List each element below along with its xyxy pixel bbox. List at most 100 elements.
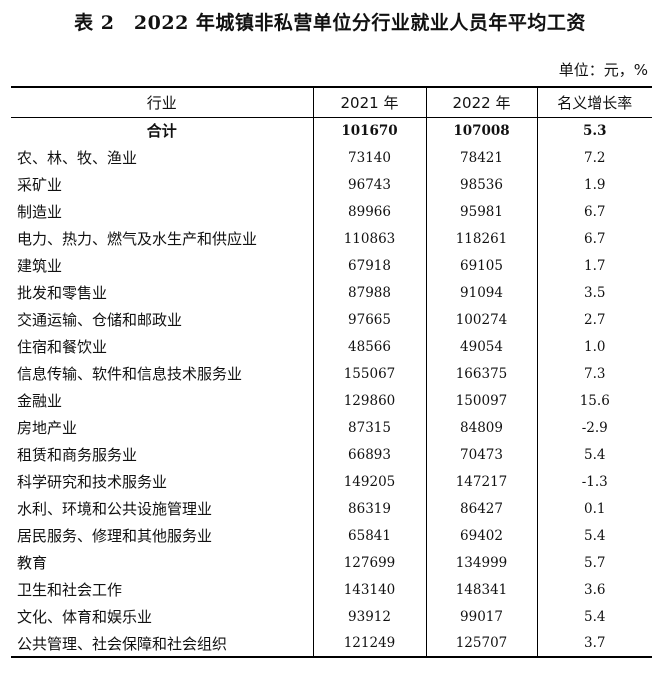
wage-2022-cell: 148341 xyxy=(425,576,537,603)
table-row: 教育 127699 134999 5.7 xyxy=(11,549,652,576)
wage-2022-cell: 70473 xyxy=(425,441,537,468)
wage-2021-cell: 127699 xyxy=(312,549,426,576)
wage-2021-cell: 48566 xyxy=(312,333,426,360)
industry-cell: 租赁和商务服务业 xyxy=(17,446,138,464)
growth-cell: 2.7 xyxy=(536,306,652,333)
table-row: 水利、环境和公共设施管理业 86319 86427 0.1 xyxy=(11,495,652,522)
wage-2022-cell: 69105 xyxy=(425,252,537,279)
growth-cell: 15.6 xyxy=(536,387,652,414)
wage-2021-cell: 155067 xyxy=(312,360,426,387)
industry-cell: 交通运输、仓储和邮政业 xyxy=(17,311,183,329)
table-row: 卫生和社会工作 143140 148341 3.6 xyxy=(11,576,652,603)
table-row: 金融业 129860 150097 15.6 xyxy=(11,387,652,414)
header-growth: 名义增长率 xyxy=(536,86,652,118)
wage-2021-cell: 89966 xyxy=(312,198,426,225)
wage-2021-cell: 101670 xyxy=(312,117,426,144)
total-row: 合计 101670 107008 5.3 xyxy=(11,117,652,144)
growth-cell: 6.7 xyxy=(536,198,652,225)
wage-2022-cell: 100274 xyxy=(425,306,537,333)
growth-cell: 7.2 xyxy=(536,144,652,171)
wage-2022-cell: 78421 xyxy=(425,144,537,171)
industry-cell: 房地产业 xyxy=(17,419,78,437)
header-2022: 2022 年 xyxy=(425,86,537,118)
wage-2022-cell: 150097 xyxy=(425,387,537,414)
table-body: 合计 101670 107008 5.3 农、林、牧、渔业 73140 78421 7.2 采矿… xyxy=(11,117,652,658)
growth-cell: 7.3 xyxy=(536,360,652,387)
table-title: 表 2 2022 年城镇非私营单位分行业就业人员年平均工资 xyxy=(74,12,586,34)
header-industry: 行业 xyxy=(11,86,313,118)
table-row: 电力、热力、燃气及水生产和供应业 110863 118261 6.7 xyxy=(11,225,652,252)
table-row: 信息传输、软件和信息技术服务业 155067 166375 7.3 xyxy=(11,360,652,387)
table-row: 农、林、牧、渔业 73140 78421 7.2 xyxy=(11,144,652,171)
industry-cell: 公共管理、社会保障和社会组织 xyxy=(11,630,313,658)
table-row: 采矿业 96743 98536 1.9 xyxy=(11,171,652,198)
wage-2022-cell: 147217 xyxy=(425,468,537,495)
header-2021: 2021 年 xyxy=(312,86,426,118)
wage-2022-cell: 95981 xyxy=(425,198,537,225)
wage-2022-cell: 166375 xyxy=(425,360,537,387)
industry-cell: 电力、热力、燃气及水生产和供应业 xyxy=(17,230,258,248)
growth-cell: 5.3 xyxy=(536,117,652,144)
industry-cell: 居民服务、修理和其他服务业 xyxy=(17,527,213,545)
table-row: 居民服务、修理和其他服务业 65841 69402 5.4 xyxy=(11,522,652,549)
header-row: 行业 2021 年 2022 年 名义增长率 xyxy=(11,86,652,118)
wage-2021-cell: 143140 xyxy=(312,576,426,603)
wage-2021-cell: 66893 xyxy=(312,441,426,468)
growth-cell: 3.7 xyxy=(536,630,652,658)
industry-cell: 水利、环境和公共设施管理业 xyxy=(17,500,213,518)
growth-cell: 1.0 xyxy=(536,333,652,360)
wage-2022-cell: 84809 xyxy=(425,414,537,441)
table-row: 房地产业 87315 84809 -2.9 xyxy=(11,414,652,441)
wage-2021-cell: 93912 xyxy=(312,603,426,630)
table-row: 科学研究和技术服务业 149205 147217 -1.3 xyxy=(11,468,652,495)
growth-cell: 5.4 xyxy=(536,603,652,630)
wage-2022-cell: 98536 xyxy=(425,171,537,198)
industry-cell: 卫生和社会工作 xyxy=(17,581,123,599)
wage-2021-cell: 97665 xyxy=(312,306,426,333)
wage-2022-cell: 107008 xyxy=(425,117,537,144)
growth-cell: -2.9 xyxy=(536,414,652,441)
table-row: 制造业 89966 95981 6.7 xyxy=(11,198,652,225)
industry-cell: 制造业 xyxy=(17,203,63,221)
industry-cell: 信息传输、软件和信息技术服务业 xyxy=(17,365,243,383)
unit-note: 单位：元，% xyxy=(558,61,648,79)
industry-cell: 金融业 xyxy=(17,392,63,410)
industry-cell: 科学研究和技术服务业 xyxy=(17,473,168,491)
table-row: 文化、体育和娱乐业 93912 99017 5.4 xyxy=(11,603,652,630)
growth-cell: 3.6 xyxy=(536,576,652,603)
wage-table: 行业 2021 年 2022 年 名义增长率 合计 101670 107008 5.3… xyxy=(11,86,652,658)
industry-cell: 合计 xyxy=(146,122,177,141)
wage-2022-cell: 134999 xyxy=(425,549,537,576)
wage-2022-cell: 69402 xyxy=(425,522,537,549)
wage-2021-cell: 87988 xyxy=(312,279,426,306)
growth-cell: 0.1 xyxy=(536,495,652,522)
industry-cell: 建筑业 xyxy=(17,257,63,275)
wage-2022-cell: 91094 xyxy=(425,279,537,306)
growth-cell: 6.7 xyxy=(536,225,652,252)
growth-cell: -1.3 xyxy=(536,468,652,495)
wage-2022-cell: 49054 xyxy=(425,333,537,360)
wage-2021-cell: 67918 xyxy=(312,252,426,279)
wage-2022-cell: 86427 xyxy=(425,495,537,522)
wage-2022-cell: 99017 xyxy=(425,603,537,630)
table-row: 租赁和商务服务业 66893 70473 5.4 xyxy=(11,441,652,468)
growth-cell: 5.7 xyxy=(536,549,652,576)
industry-cell: 采矿业 xyxy=(17,176,63,194)
table-row: 公共管理、社会保障和社会组织 121249 125707 3.7 xyxy=(11,630,652,658)
growth-cell: 1.7 xyxy=(536,252,652,279)
table-row: 住宿和餐饮业 48566 49054 1.0 xyxy=(11,333,652,360)
industry-cell: 农、林、牧、渔业 xyxy=(17,149,138,167)
wage-2021-cell: 65841 xyxy=(312,522,426,549)
growth-cell: 5.4 xyxy=(536,441,652,468)
growth-cell: 3.5 xyxy=(536,279,652,306)
wage-2021-cell: 121249 xyxy=(312,630,426,658)
wage-2021-cell: 110863 xyxy=(312,225,426,252)
wage-2022-cell: 125707 xyxy=(425,630,537,658)
industry-cell: 文化、体育和娱乐业 xyxy=(17,608,153,626)
wage-2021-cell: 87315 xyxy=(312,414,426,441)
table-row: 交通运输、仓储和邮政业 97665 100274 2.7 xyxy=(11,306,652,333)
wage-2021-cell: 73140 xyxy=(312,144,426,171)
wage-2021-cell: 129860 xyxy=(312,387,426,414)
wage-2021-cell: 96743 xyxy=(312,171,426,198)
table-row: 建筑业 67918 69105 1.7 xyxy=(11,252,652,279)
